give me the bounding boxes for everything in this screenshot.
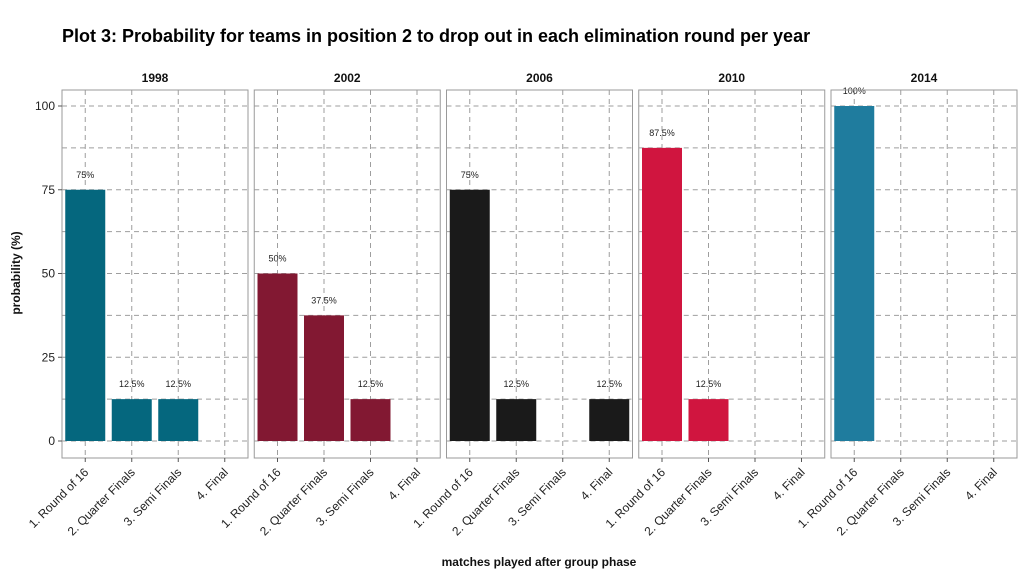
data-label: 87.5% (649, 128, 675, 138)
panel-title: 2014 (911, 71, 938, 85)
data-label: 12.5% (358, 379, 384, 389)
bar (158, 399, 199, 441)
panel-frame (253, 89, 441, 459)
x-tick-label: 4. Final (962, 465, 1000, 503)
bar (589, 399, 630, 441)
bar (350, 399, 391, 441)
y-axis-title: probability (%) (9, 231, 23, 314)
x-tick-label: 4. Final (193, 465, 231, 503)
bar (65, 189, 106, 441)
data-label: 75% (461, 170, 479, 180)
data-label: 50% (268, 254, 286, 264)
panel-frame (638, 89, 826, 459)
x-tick-label: 4. Final (385, 465, 423, 503)
panel-title: 2002 (334, 71, 361, 85)
data-label: 12.5% (696, 379, 722, 389)
bar (111, 399, 152, 441)
bar (642, 147, 682, 441)
bar (304, 315, 344, 441)
panel-frame (830, 89, 1018, 459)
bar (834, 106, 875, 441)
data-label: 12.5% (119, 379, 145, 389)
bar (496, 399, 537, 441)
bar (688, 399, 729, 441)
y-tick-label: 0 (48, 434, 55, 448)
panel-title: 1998 (142, 71, 169, 85)
bar (449, 189, 490, 441)
data-label: 12.5% (503, 379, 529, 389)
y-axis: 0 25 50 75 100 (35, 99, 62, 448)
y-tick-label: 100 (35, 99, 55, 113)
bar (257, 273, 298, 441)
x-axis-title: matches played after group phase (442, 555, 637, 569)
panel-frame (446, 89, 633, 459)
data-label: 12.5% (165, 379, 191, 389)
data-label: 37.5% (311, 295, 337, 305)
x-tick-label: 4. Final (578, 465, 616, 503)
panel-title: 2010 (718, 71, 745, 85)
data-label: 12.5% (596, 379, 622, 389)
panel-title: 2006 (526, 71, 553, 85)
y-tick-label: 25 (42, 350, 56, 364)
y-tick-label: 75 (42, 183, 56, 197)
data-label: 100% (843, 86, 866, 96)
chart-title: Plot 3: Probability for teams in positio… (62, 26, 810, 46)
data-label: 75% (76, 170, 94, 180)
y-tick-label: 50 (42, 267, 56, 281)
x-tick-label: 4. Final (770, 465, 808, 503)
